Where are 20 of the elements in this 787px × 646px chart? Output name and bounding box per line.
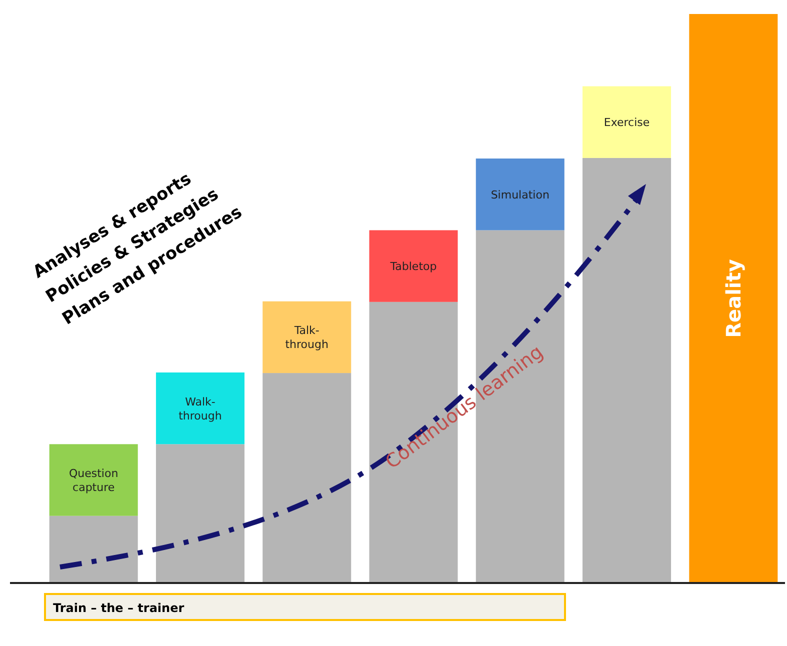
- text: Train – the – trainer: [53, 601, 184, 615]
- bar: [689, 14, 778, 583]
- bar: [582, 86, 672, 158]
- bar: [156, 444, 244, 583]
- x-tick-label: Exercise: [604, 116, 650, 129]
- bar: [262, 301, 352, 374]
- bar: [49, 516, 138, 583]
- x-tick-label: Tabletop: [389, 260, 437, 273]
- x-tick-label: Talk-through: [285, 324, 328, 351]
- bar: [476, 230, 564, 583]
- bar: [369, 230, 458, 302]
- x-tick-label: Reality: [721, 259, 746, 338]
- bar: [262, 373, 352, 583]
- bar: [582, 158, 672, 583]
- bar: [49, 444, 138, 516]
- x-tick-label: Walk-through: [178, 394, 222, 422]
- x-tick-label: Question capture: [68, 466, 118, 494]
- bar: [156, 372, 244, 444]
- x-tick-label: Simulation: [490, 188, 550, 201]
- bar: [476, 158, 564, 230]
